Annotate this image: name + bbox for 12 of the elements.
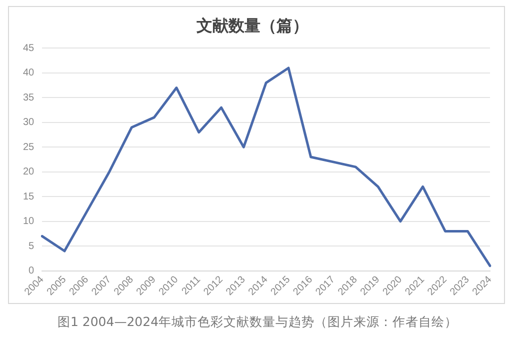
y-tick-label: 20 — [23, 166, 35, 178]
y-tick-label: 30 — [23, 117, 35, 128]
y-tick-label: 35 — [23, 92, 35, 104]
y-tick-label: 15 — [23, 191, 35, 202]
y-tick-label: 10 — [23, 216, 35, 228]
caption: 图1 2004—2024年城市色彩文献数量与趋势（图片来源：作者自绘） — [56, 314, 459, 331]
chart-title: 文献数量（篇） — [196, 16, 308, 35]
y-tick-label: 25 — [23, 142, 35, 153]
y-tick-label: 5 — [28, 240, 35, 252]
y-tick-label: 0 — [28, 266, 35, 277]
y-tick-label: 45 — [23, 42, 35, 54]
y-tick-label: 40 — [23, 68, 35, 79]
